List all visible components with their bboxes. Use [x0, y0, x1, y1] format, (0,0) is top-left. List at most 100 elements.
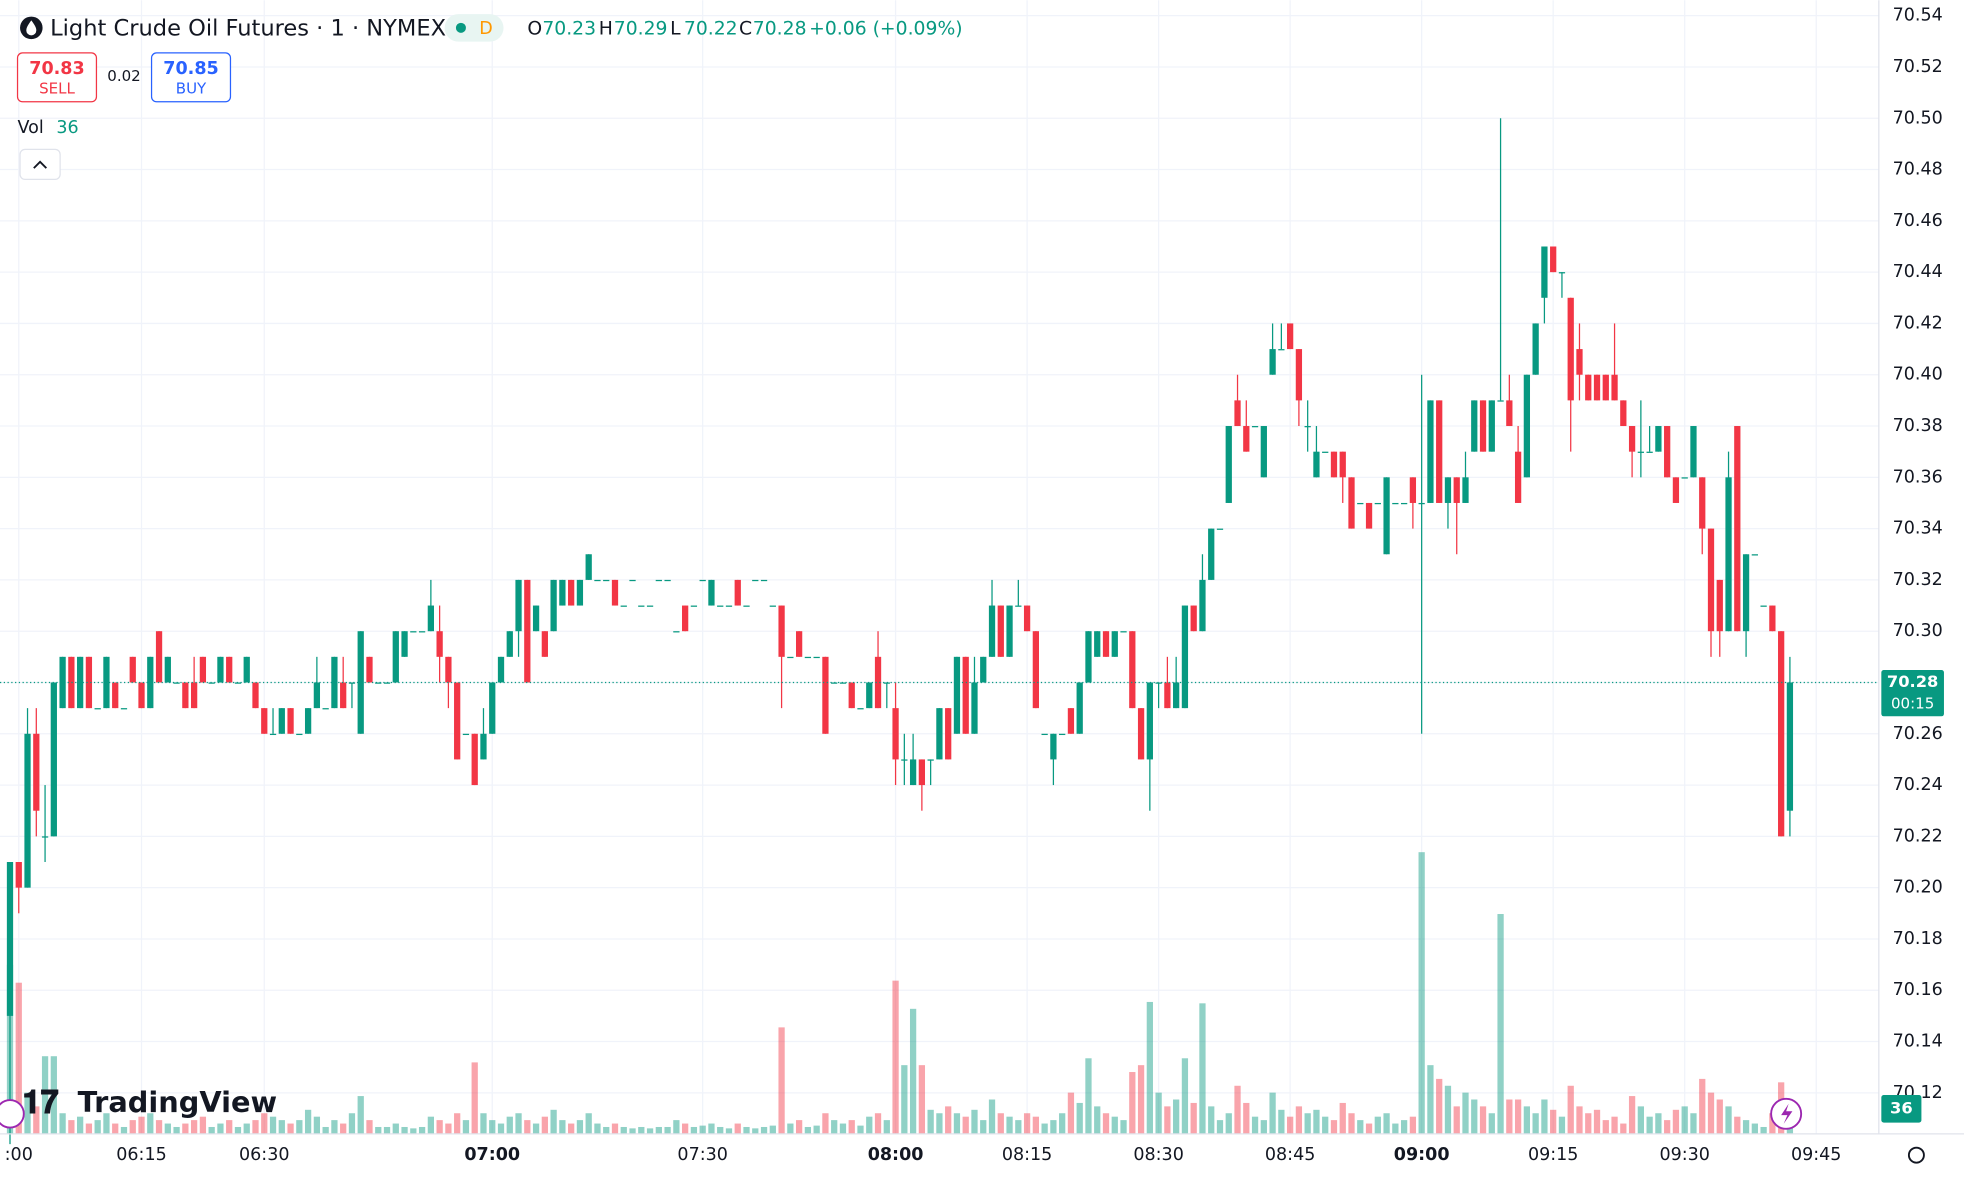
volume-bar [1655, 1113, 1662, 1134]
candle-body [1243, 426, 1250, 452]
volume-bar [1216, 1120, 1224, 1134]
settings-icon[interactable] [1907, 1146, 1925, 1164]
candle-body [1409, 477, 1417, 503]
candle-body [1392, 502, 1399, 505]
candle-body [988, 605, 996, 657]
volume-bar [33, 1106, 40, 1134]
candle-body [822, 656, 829, 734]
buy-label: BUY [176, 80, 207, 98]
volume-bar [515, 1113, 522, 1134]
buy-price: 70.85 [163, 59, 218, 79]
volume-bar [1383, 1113, 1390, 1134]
candle-body [1436, 400, 1443, 503]
legend-key: O [527, 19, 542, 40]
candle-body [1462, 477, 1469, 503]
sell-button[interactable] [16, 52, 98, 103]
volume-bar [585, 1113, 592, 1134]
candle-body [1725, 477, 1732, 632]
candle-body [357, 631, 364, 734]
volume-bar [559, 1120, 566, 1134]
volume-bar [1628, 1096, 1636, 1134]
chevron-icon [33, 160, 48, 169]
candle-body [243, 656, 250, 683]
candle-body [1567, 297, 1574, 401]
legend-value: 70.29 [614, 19, 668, 40]
volume-bar [1102, 1113, 1110, 1134]
volume-bar [813, 1125, 820, 1134]
volume-bar [1365, 1123, 1373, 1134]
logo-text[interactable]: TradingView [78, 1085, 278, 1119]
volume-bar [375, 1126, 382, 1134]
volume-bar [1260, 1120, 1267, 1134]
symbol-title[interactable]: Light Crude Oil Futures · 1 · NYMEX [50, 16, 446, 42]
candle-body [532, 605, 540, 632]
interval-badge[interactable] [444, 14, 504, 42]
candle-body [1278, 349, 1285, 351]
candle-body [901, 759, 908, 761]
candle-body [261, 708, 268, 734]
candle-body [1760, 605, 1767, 607]
candle-body [340, 682, 347, 709]
volume-bar [690, 1126, 698, 1134]
candle-body [603, 579, 610, 582]
volume-bar [1129, 1072, 1136, 1134]
volume-bar [50, 1056, 57, 1134]
candle-body [515, 579, 522, 632]
candle-body [918, 759, 926, 786]
volume-bar [138, 1116, 145, 1134]
volume-bar [506, 1116, 513, 1134]
volume-bar [1453, 1106, 1460, 1134]
volume-bar [1094, 1106, 1101, 1134]
volume-bar [1173, 1099, 1180, 1134]
candle-body [813, 656, 820, 659]
volume-bar [462, 1120, 470, 1134]
legend-value: 70.23 [542, 19, 596, 40]
candle-body [120, 708, 128, 710]
candle-body [1374, 502, 1381, 505]
volume-bar [1278, 1109, 1285, 1134]
volume-bar [532, 1123, 540, 1134]
volume-bar [103, 1113, 110, 1134]
candle-body [1646, 451, 1653, 453]
candle-body [287, 708, 294, 734]
candle-body [1225, 426, 1232, 503]
volume-bar [1479, 1106, 1487, 1134]
candle-body [725, 605, 733, 607]
volume-bar [173, 1126, 180, 1134]
candle-body [980, 656, 987, 683]
volume-bar [155, 1120, 163, 1134]
candle-body [6, 862, 14, 1016]
candle-body [1234, 400, 1241, 427]
volume-bar [918, 1065, 926, 1134]
candle-body [1585, 374, 1592, 401]
price-tick-label: 70.22 [1893, 826, 1943, 846]
collapse-button[interactable] [19, 148, 61, 181]
candle-body [1322, 451, 1329, 453]
candle-body [427, 605, 434, 632]
volume-bar [1059, 1113, 1066, 1134]
candle-body [1190, 605, 1197, 632]
price-tick-label: 70.54 [1893, 6, 1943, 26]
volume-bar [1523, 1106, 1531, 1134]
volume-bar [1751, 1123, 1758, 1134]
drop-icon [26, 20, 37, 36]
candle-body [848, 682, 855, 709]
candle-body [1050, 733, 1057, 760]
candle-body [752, 579, 759, 582]
candle-body [1304, 426, 1311, 428]
time-tick-label: 09:45 [1791, 1145, 1841, 1165]
volume-bar [497, 1123, 505, 1134]
candle-body [1742, 554, 1750, 632]
candle-body [94, 708, 101, 710]
volume-bar [1400, 1120, 1408, 1134]
buy-button[interactable] [150, 52, 232, 103]
price-tick-label: 70.24 [1893, 775, 1943, 795]
price-tick-label: 70.52 [1893, 57, 1943, 77]
volume-bar [1541, 1099, 1548, 1134]
replay-icon[interactable] [0, 1099, 25, 1129]
candle-body [1786, 682, 1794, 811]
candle-body [559, 579, 566, 606]
legend-key: L [670, 19, 681, 40]
volume-bar [427, 1116, 434, 1134]
volume-bar [620, 1126, 627, 1134]
